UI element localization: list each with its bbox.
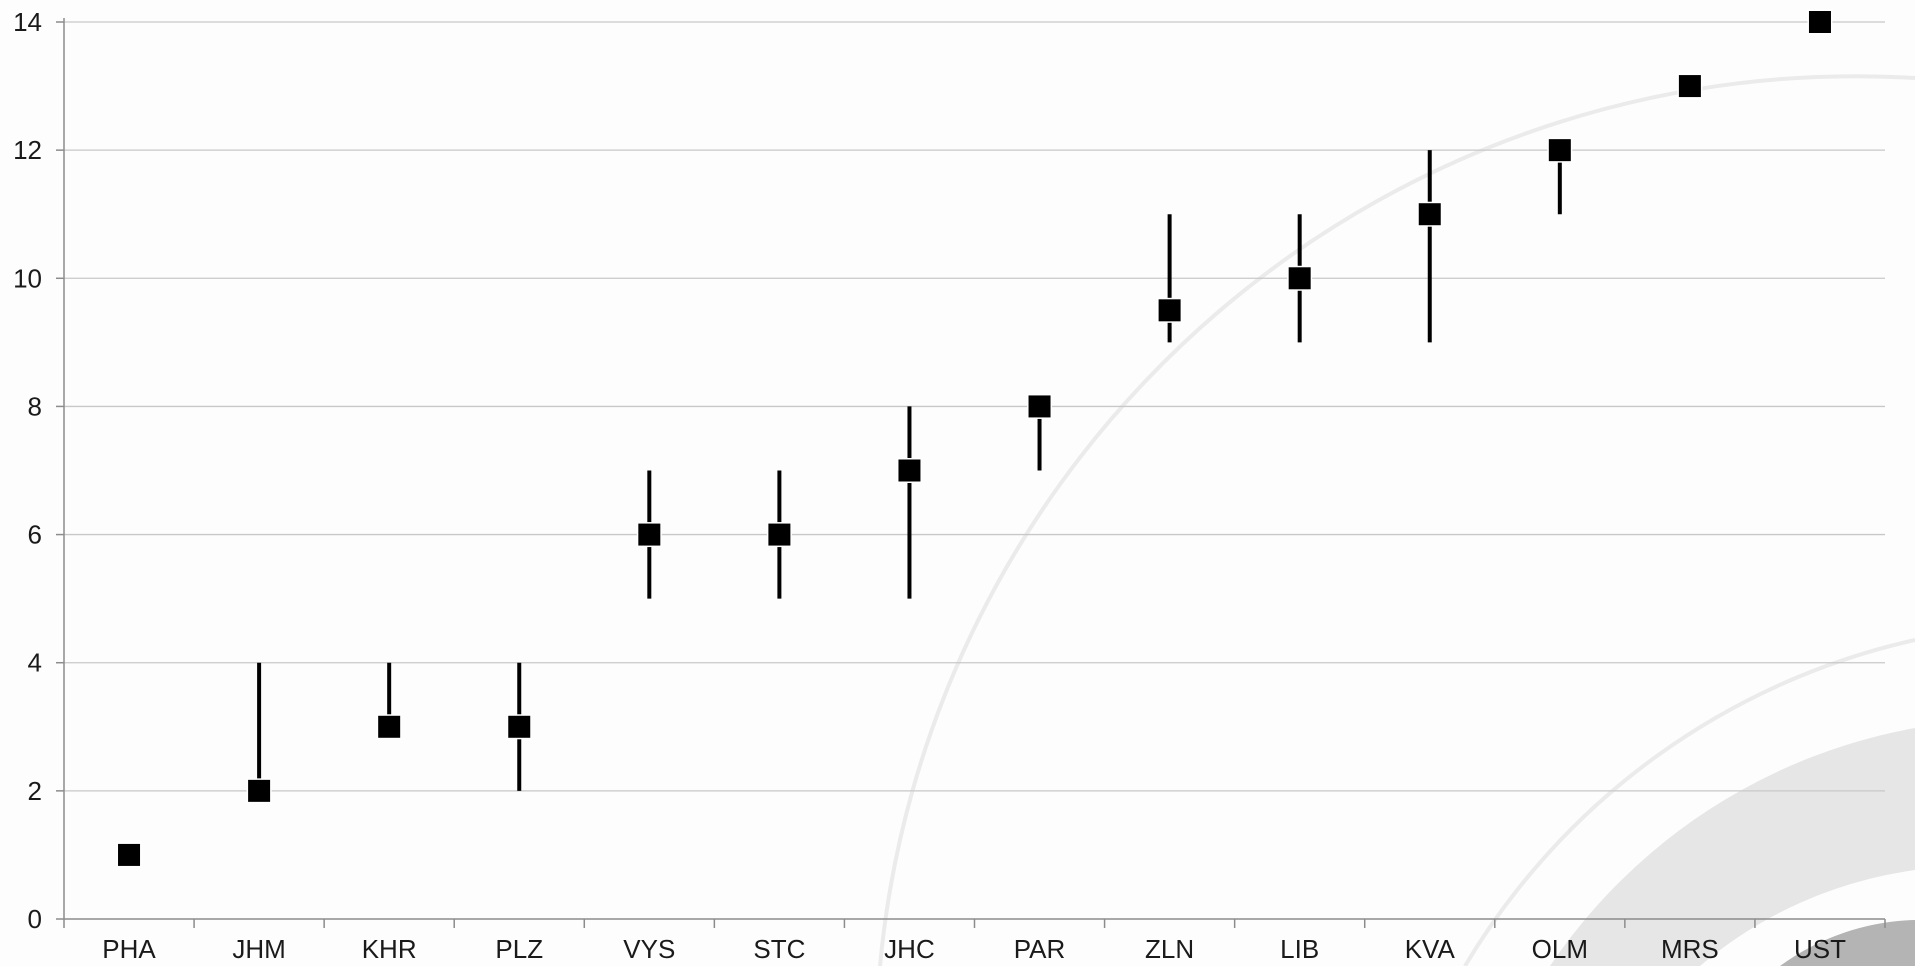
data-point [246,778,272,804]
x-tick-label: JHC [884,934,935,964]
data-point [376,714,402,740]
y-axis-ticks: 0 2 4 6 8 10 12 14 [13,7,64,934]
y-tick-label: 0 [28,904,42,934]
y-tick-label: 2 [28,776,42,806]
data-point [1027,393,1053,419]
x-tick-label: VYS [623,934,675,964]
decor-arc-dark [1780,920,1915,966]
y-tick-label: 10 [13,263,42,293]
data-point [116,842,142,868]
x-tick-label: KVA [1405,934,1456,964]
x-axis-ticks: PHA JHM KHR PLZ VYS STC JHC PAR ZLN LIB KVA OLM MRS U… [63,919,1886,964]
decor-arc-medium [1463,638,1915,966]
y-tick-label: 14 [13,7,42,37]
y-tick-label: 4 [28,648,42,678]
x-tick-label: PHA [102,934,156,964]
data-point [1547,137,1573,163]
y-tick-label: 12 [13,135,42,165]
data-point [1287,265,1313,291]
data-point [506,714,532,740]
grid-lines [64,21,1885,792]
x-tick-label: STC [753,934,805,964]
data-point [896,458,922,483]
x-tick-label: PLZ [495,934,543,964]
x-tick-label: KHR [362,934,417,964]
data-point [1807,9,1833,35]
x-tick-label: OLM [1532,934,1588,964]
data-point [1417,201,1443,227]
x-tick-label: MRS [1661,934,1719,964]
x-tick-label: ZLN [1145,934,1194,964]
x-tick-label: LIB [1280,934,1319,964]
x-tick-label: UST [1794,934,1846,964]
data-point [1677,73,1703,99]
y-tick-label: 8 [28,391,42,421]
x-tick-label: PAR [1014,934,1066,964]
decor-arc-band [1550,728,1915,966]
data-point [636,522,662,548]
data-point [766,522,792,548]
data-point [1157,297,1183,323]
x-tick-label: JHM [232,934,285,964]
data-markers [116,9,1833,868]
y-tick-label: 6 [28,520,42,550]
